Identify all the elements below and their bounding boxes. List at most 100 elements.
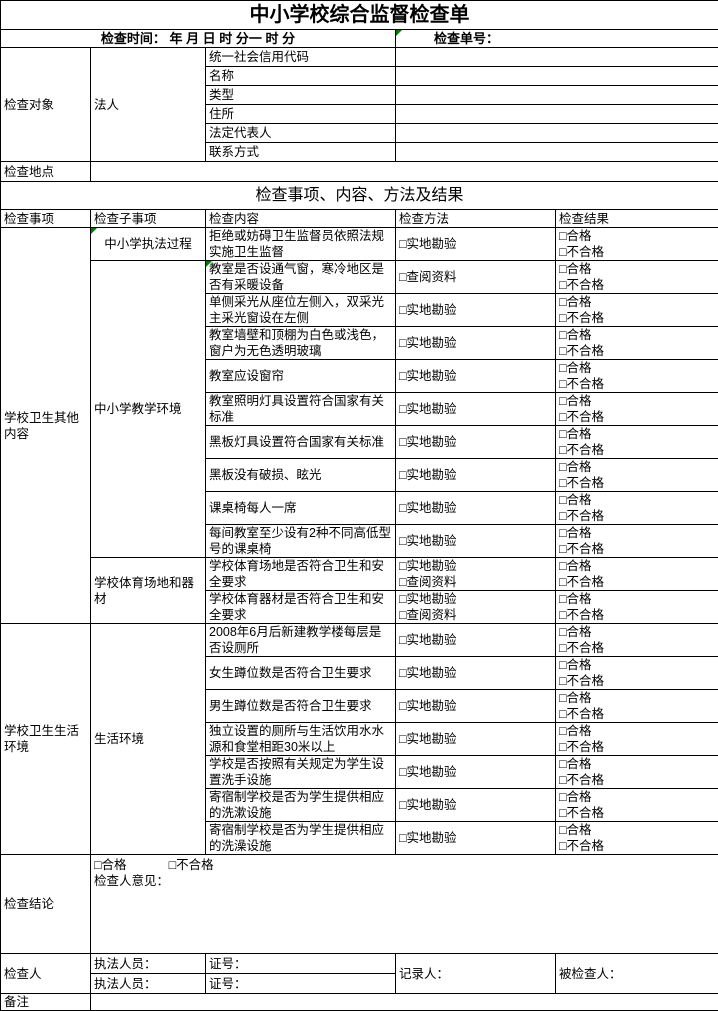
field-value-contact[interactable] [396, 143, 718, 162]
row-result: □合格□不合格 [556, 690, 718, 723]
checkbox-option[interactable]: □不合格 [559, 343, 715, 359]
field-value-name[interactable] [396, 67, 718, 86]
checkbox-option[interactable]: □实地勘验 [399, 797, 552, 813]
cert-field-2[interactable]: 证号： [206, 974, 396, 994]
checkbox-option[interactable]: □合格 [559, 294, 715, 310]
officer-field-2[interactable]: 执法人员： [91, 974, 206, 994]
row-content: 教室墙壁和顶棚为白色或浅色，窗户为无色透明玻璃 [206, 327, 396, 360]
checkbox-option[interactable]: □不合格 [559, 409, 715, 425]
checkbox-option[interactable]: □不合格 [559, 574, 715, 590]
checkbox-option[interactable]: □不合格 [559, 640, 715, 656]
field-label-credit-code: 统一社会信用代码 [206, 48, 396, 67]
checkbox-option[interactable]: □不合格 [559, 739, 715, 755]
checkbox-option-fail[interactable]: □不合格 [169, 858, 214, 872]
col-header-method: 检查方法 [396, 210, 556, 228]
checkbox-option[interactable]: □合格 [559, 657, 715, 673]
comment-flag-icon [396, 30, 402, 36]
checkbox-option-pass[interactable]: □合格 [94, 858, 127, 872]
checkbox-option[interactable]: □不合格 [559, 673, 715, 689]
checkbox-option[interactable]: □不合格 [559, 772, 715, 788]
location-value-field[interactable] [91, 162, 718, 182]
checkbox-option[interactable]: □实地勘验 [399, 731, 552, 747]
checkbox-option[interactable]: □实地勘验 [399, 558, 552, 574]
checkbox-option[interactable]: □合格 [559, 723, 715, 739]
field-value-address[interactable] [396, 105, 718, 124]
inspector-opinion-area[interactable] [94, 889, 715, 949]
row-result: □合格□不合格 [556, 789, 718, 822]
checkbox-option[interactable]: □合格 [559, 228, 715, 244]
checkbox-option[interactable]: □不合格 [559, 805, 715, 821]
checkbox-option[interactable]: □不合格 [559, 607, 715, 623]
checkbox-option[interactable]: □实地勘验 [399, 830, 552, 846]
recorder-field[interactable]: 记录人： [396, 954, 556, 994]
checkbox-option[interactable]: □不合格 [559, 706, 715, 722]
checkbox-option[interactable]: □实地勘验 [399, 665, 552, 681]
row-result: □合格□不合格 [556, 360, 718, 393]
checkbox-option[interactable]: □合格 [559, 360, 715, 376]
inspected-person-field[interactable]: 被检查人： [556, 954, 718, 994]
row-result: □合格□不合格 [556, 723, 718, 756]
field-value-legal-rep[interactable] [396, 124, 718, 143]
checkbox-option[interactable]: □不合格 [559, 376, 715, 392]
checkbox-option[interactable]: □实地勘验 [399, 698, 552, 714]
checkbox-option[interactable]: □合格 [559, 393, 715, 409]
checkbox-option[interactable]: □查阅资料 [399, 269, 552, 285]
checkbox-option[interactable]: □合格 [559, 492, 715, 508]
row-result: □合格□不合格 [556, 591, 718, 624]
row-method: □查阅资料 [396, 261, 556, 294]
checkbox-option[interactable]: □实地勘验 [399, 335, 552, 351]
inspector-label: 检查人 [1, 954, 91, 994]
checkbox-option[interactable]: □实地勘验 [399, 632, 552, 648]
row-method: □实地勘验 [396, 360, 556, 393]
checkbox-option[interactable]: □不合格 [559, 508, 715, 524]
checkbox-option[interactable]: □合格 [559, 591, 715, 607]
field-label-contact: 联系方式 [206, 143, 396, 162]
sheet-number-field[interactable]: 检查单号： [396, 30, 718, 48]
cert-field-1[interactable]: 证号： [206, 954, 396, 974]
checkbox-option[interactable]: □查阅资料 [399, 574, 552, 590]
checkbox-option[interactable]: □不合格 [559, 442, 715, 458]
checkbox-option[interactable]: □合格 [559, 426, 715, 442]
checkbox-option[interactable]: □不合格 [559, 541, 715, 557]
checkbox-option[interactable]: □合格 [559, 690, 715, 706]
checkbox-option[interactable]: □实地勘验 [399, 591, 552, 607]
row-content: 女生蹲位数是否符合卫生要求 [206, 657, 396, 690]
checkbox-option[interactable]: □查阅资料 [399, 607, 552, 623]
checkbox-option[interactable]: □实地勘验 [399, 764, 552, 780]
checkbox-option[interactable]: □实地勘验 [399, 500, 552, 516]
row-result: □合格□不合格 [556, 525, 718, 558]
row-content: 教室是否设通气窗，寒冷地区是否有采暖设备 [206, 261, 396, 294]
row-content: 学校体育器材是否符合卫生和安全要求 [206, 591, 396, 624]
checkbox-option[interactable]: □不合格 [559, 244, 715, 260]
checkbox-option[interactable]: □合格 [559, 756, 715, 772]
field-value-type[interactable] [396, 86, 718, 105]
subject-label: 检查对象 [1, 48, 91, 162]
checkbox-option[interactable]: □合格 [559, 459, 715, 475]
checkbox-option[interactable]: □实地勘验 [399, 302, 552, 318]
legal-person-label: 法人 [91, 48, 206, 162]
checkbox-option[interactable]: □合格 [559, 822, 715, 838]
checkbox-option[interactable]: □合格 [559, 624, 715, 640]
checkbox-option[interactable]: □实地勘验 [399, 236, 552, 252]
checkbox-option[interactable]: □合格 [559, 558, 715, 574]
checkbox-option[interactable]: □实地勘验 [399, 533, 552, 549]
row-method: □实地勘验 [396, 294, 556, 327]
checkbox-option[interactable]: □不合格 [559, 310, 715, 326]
checkbox-option[interactable]: □实地勘验 [399, 467, 552, 483]
checkbox-option[interactable]: □不合格 [559, 277, 715, 293]
checkbox-option[interactable]: □实地勘验 [399, 434, 552, 450]
checkbox-option[interactable]: □不合格 [559, 838, 715, 854]
inspection-time-field[interactable]: 检查时间： 年 月 日 时 分一 时 分 [1, 30, 396, 48]
checkbox-option[interactable]: □不合格 [559, 475, 715, 491]
checkbox-option[interactable]: □实地勘验 [399, 368, 552, 384]
checkbox-option[interactable]: □合格 [559, 525, 715, 541]
field-value-credit-code[interactable] [396, 48, 718, 67]
checkbox-option[interactable]: □合格 [559, 789, 715, 805]
checkbox-option[interactable]: □合格 [559, 261, 715, 277]
checkbox-option[interactable]: □实地勘验 [399, 401, 552, 417]
row-method: □实地勘验 [396, 228, 556, 261]
checkbox-option[interactable]: □合格 [559, 327, 715, 343]
remarks-value-field[interactable] [91, 994, 718, 1011]
row-method: □实地勘验 [396, 657, 556, 690]
officer-field-1[interactable]: 执法人员： [91, 954, 206, 974]
